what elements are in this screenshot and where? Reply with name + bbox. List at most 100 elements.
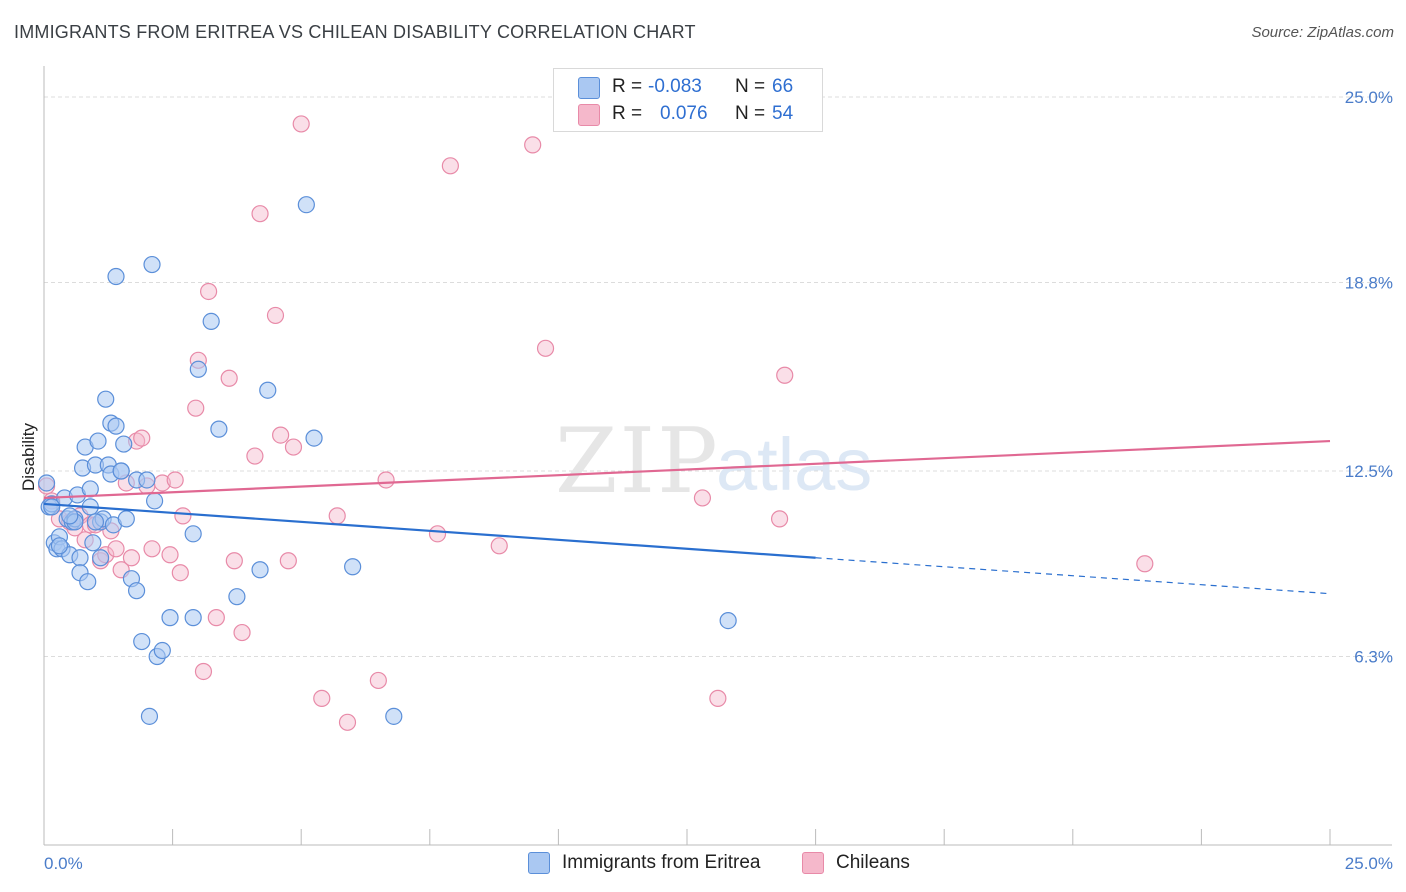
x-tick-label: 25.0% [1345,854,1393,873]
eritrea-point [89,432,107,450]
eritrea-point [117,510,135,528]
eritrea-point [189,360,207,378]
eritrea-trend-extension [815,557,1331,595]
y-axis-label: Disability [19,422,38,491]
legend-r-value: -0.083 [648,76,702,97]
y-tick-label: 6.3% [1354,648,1393,667]
eritrea-point [228,588,246,606]
eritrea-point [71,549,89,567]
eritrea-point [719,611,737,630]
eritrea-point [210,420,228,438]
chileans-point [693,489,712,507]
eritrea-point [43,498,61,516]
legend-n-value: 66 [772,76,794,97]
chileans-point [107,540,125,558]
correlation-legend: R = -0.083 N = 66 R = 0.076 N = 54 [553,68,823,132]
trend-lines [43,439,1331,595]
chileans-point [272,426,290,444]
eritrea-point [133,632,151,651]
chileans-point [313,689,331,707]
chileans-point [279,552,297,570]
chileans-point [246,447,264,465]
eritrea-trend-line [43,502,816,559]
eritrea-point [344,558,362,576]
chileans-point [143,540,161,558]
chileans-point [251,205,269,223]
eritrea-point [84,534,102,552]
y-tick-label: 12.5% [1345,462,1393,481]
eritrea-point [305,429,323,447]
watermark: ZIP atlas [555,409,872,514]
chileans-point [187,399,205,417]
legend-swatch-eritrea [528,852,550,874]
chileans-point [171,564,189,582]
chart-title: IMMIGRANTS FROM ERITREA VS CHILEAN DISAB… [14,22,696,42]
chileans-point [284,438,303,456]
chileans-point [200,282,218,301]
eritrea-point [112,462,130,480]
eritrea-point [140,707,159,725]
eritrea-point [37,474,56,492]
legend-r-label: R = [612,76,643,97]
chileans-point [441,157,459,175]
axes [43,66,1392,846]
legend-swatch-pink [578,104,600,126]
eritrea-point [153,641,171,660]
eritrea-point [61,507,79,525]
eritrea-point [385,707,403,725]
chileans-point [536,339,555,357]
legend-swatch-chileans [802,852,824,874]
eritrea-point [184,525,202,543]
chileans-point [220,369,238,387]
eritrea-point [107,267,125,286]
eritrea-point [79,573,97,591]
chileans-point [161,546,179,564]
eritrea-point [143,255,161,274]
chileans-point [207,609,225,627]
chileans-point [233,623,251,642]
eritrea-point [297,196,315,214]
eritrea-point [127,582,146,600]
chileans-point [225,552,243,570]
chileans-point [369,671,387,690]
watermark-zip: ZIP [555,409,720,514]
grid-lines [44,96,1392,658]
legend-r-label: R = [612,103,643,124]
eritrea-point [202,312,220,330]
legend-n-value: 54 [772,103,794,124]
eritrea-points [37,196,737,725]
chileans-point [1136,555,1154,573]
source-label: Source: ZipAtlas.com [1251,24,1394,41]
x-tick-label: 0.0% [44,854,83,873]
chileans-point [266,306,285,325]
chileans-point [709,689,727,707]
eritrea-point [115,435,133,453]
tick-labels: 6.3% 12.5% 18.8% 25.0% 0.0% 25.0% [44,88,1393,873]
legend-item-chileans[interactable]: Chileans [802,852,910,874]
eritrea-point [97,390,115,408]
eritrea-point [107,417,125,435]
chileans-point [428,525,447,543]
legend-swatch-blue [578,77,600,99]
y-tick-label: 25.0% [1345,88,1393,107]
legend-n-label: N = [735,103,766,124]
eritrea-point [161,609,179,627]
legend-label-chileans: Chileans [836,852,910,873]
chileans-point [524,136,542,154]
chileans-point [174,507,192,525]
series-legend: Immigrants from Eritrea Chileans [0,852,1406,878]
legend-r-value: 0.076 [660,103,708,124]
chileans-point [122,549,141,567]
eritrea-point [184,609,202,627]
legend-n-label: N = [735,76,766,97]
eritrea-point [86,513,105,531]
y-tick-label: 18.8% [1345,274,1393,293]
chileans-point [133,429,151,447]
eritrea-point [91,549,110,567]
chileans-point [194,662,213,681]
legend-label-eritrea: Immigrants from Eritrea [562,852,761,873]
legend-item-eritrea[interactable]: Immigrants from Eritrea [528,852,760,874]
chileans-trend-line [43,439,1331,500]
eritrea-point [138,471,156,489]
